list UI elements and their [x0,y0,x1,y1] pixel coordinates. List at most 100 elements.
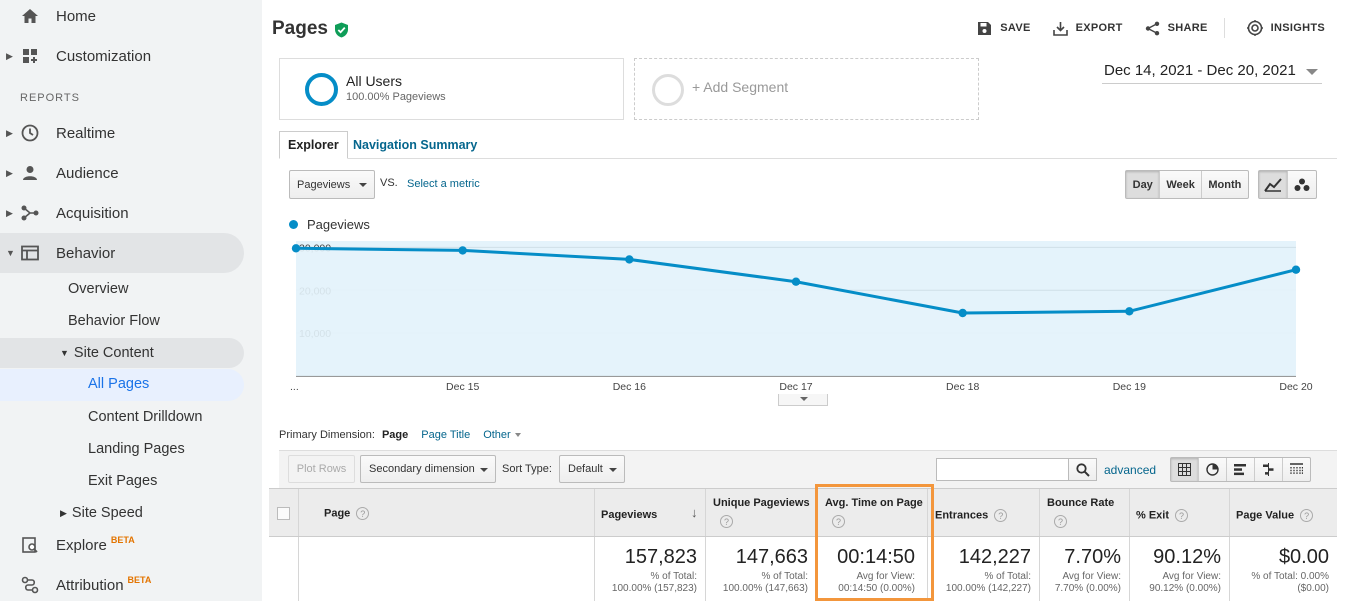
header-page-value-label: Page Value [1236,509,1295,522]
total-page-value: $0.00 [1278,546,1329,568]
help-icon[interactable]: ? [720,515,733,528]
total-avg-time-sub1: Avg for View: [856,571,915,582]
header-unique-pageviews[interactable]: Unique Pageviews [713,497,810,509]
nav-behavior-flow[interactable]: Behavior Flow [68,313,160,329]
header-page-label: Page [324,507,351,520]
total-unique-sub2: 100.00% (147,663) [722,583,808,594]
nav-realtime[interactable]: ▶ Realtime [0,113,262,153]
help-icon[interactable]: ? [356,507,370,520]
metric-select[interactable]: Pageviews [289,170,375,199]
total-bounce-cell: 7.70% Avg for View: 7.70% (0.00%) [1039,537,1129,601]
header-bounce-rate[interactable]: Bounce Rate [1047,497,1115,509]
nav-customization[interactable]: ▶ Customization [0,36,262,76]
header-exit[interactable]: % Exit? [1136,509,1189,522]
sort-desc-arrow-icon: ↓ [691,505,698,520]
motion-chart-button[interactable] [1287,171,1316,198]
total-exit-cell: 90.12% Avg for View: 90.12% (0.00%) [1129,537,1229,601]
dimension-other[interactable]: Other [483,429,521,441]
select-metric-link[interactable]: Select a metric [407,178,480,190]
nav-explore[interactable]: Explore BETA [0,525,262,565]
week-button[interactable]: Week [1159,171,1200,198]
total-bounce-sub1: Avg for View: [1062,571,1121,582]
insights-button[interactable]: INSIGHTS [1246,20,1325,36]
pivot-view-button[interactable] [1282,458,1310,481]
nav-overview[interactable]: Overview [68,281,129,297]
tab-navigation-summary[interactable]: Navigation Summary [353,138,478,152]
save-label: SAVE [1000,22,1031,34]
help-icon[interactable]: ? [1054,515,1067,528]
tab-explorer[interactable]: Explorer [279,131,348,159]
nav-attribution[interactable]: Attribution BETA [0,565,262,601]
export-icon [1052,21,1068,36]
percentage-view-button[interactable] [1198,458,1226,481]
nav-acquisition-label: Acquisition [56,204,129,222]
pageviews-point [1125,307,1134,316]
explore-icon [20,535,40,555]
plot-rows-button[interactable]: Plot Rows [288,455,355,483]
secondary-dimension-select[interactable]: Secondary dimension [360,455,496,483]
header-page-value[interactable]: Page Value? [1236,509,1314,522]
table-totals-row: 157,823 % of Total: 100.00% (157,823) 147… [269,537,1337,601]
pageviews-point [625,255,634,264]
nav-home[interactable]: Home [0,0,262,36]
nav-content-drilldown[interactable]: Content Drilldown [88,409,203,425]
table-search-input[interactable] [936,458,1069,481]
segment-sub: 100.00% Pageviews [346,91,446,103]
caret-right-icon: ▶ [6,50,13,61]
save-button[interactable]: SAVE [977,21,1030,36]
export-button[interactable]: EXPORT [1052,21,1123,36]
nav-audience[interactable]: ▶ Audience [0,153,262,193]
total-avg-time-sub: Avg for View: 00:14:50 (0.00%) [838,571,915,595]
header-entrances[interactable]: Entrances? [935,509,1008,522]
export-label: EXPORT [1075,22,1123,34]
header-pageviews[interactable]: Pageviews [601,509,658,521]
person-icon [20,163,40,183]
total-unique-cell: 147,663 % of Total: 100.00% (147,663) [705,537,816,601]
actions-divider [1223,18,1225,38]
page-title-text: Pages [272,18,328,39]
share-button[interactable]: SHARE [1145,21,1208,36]
day-button[interactable]: Day [1126,171,1160,198]
total-pageviews: 157,823 [624,546,697,568]
segment-ring-icon [305,73,338,106]
line-chart-button[interactable] [1259,171,1288,198]
nav-customization-label: Customization [56,47,152,65]
nav-behavior[interactable]: ▼ Behavior [0,233,244,273]
table-view-toggle [1170,457,1311,482]
dimension-page-title[interactable]: Page Title [421,429,471,441]
total-pageviews-sub: % of Total: 100.00% (157,823) [612,571,697,595]
segment-all-users[interactable]: All Users 100.00% Pageviews [279,58,624,120]
nav-acquisition[interactable]: ▶ Acquisition [0,193,262,233]
sort-type-select[interactable]: Default [559,455,625,483]
help-icon[interactable]: ? [832,515,845,528]
add-segment-button[interactable]: + Add Segment [634,58,979,120]
help-icon[interactable]: ? [1300,509,1314,522]
help-icon[interactable]: ? [994,509,1008,522]
data-view-button[interactable] [1171,458,1198,481]
header-avg-time-on-page[interactable]: Avg. Time on Page [825,497,923,509]
header-page[interactable]: Page? [324,507,370,520]
table-search-button[interactable] [1068,458,1097,481]
nav-home-label: Home [56,7,97,25]
caret-down-icon [1306,69,1318,75]
comparison-view-button[interactable] [1254,458,1282,481]
nav-all-pages[interactable]: All Pages [0,369,244,401]
nav-site-content[interactable]: ▼ Site Content [60,338,154,368]
caret-right-icon: ▶ [6,167,13,178]
caret-down-icon [609,468,617,472]
nav-landing-pages[interactable]: Landing Pages [88,441,185,457]
chart-collapse-handle[interactable] [778,394,828,406]
nav-site-speed[interactable]: ▶ Site Speed [60,498,143,528]
date-range-picker[interactable]: Dec 14, 2021 - Dec 20, 2021 [1102,60,1322,84]
select-all-checkbox[interactable] [277,507,290,520]
performance-view-button[interactable] [1226,458,1254,481]
nav-behavior-label: Behavior [56,244,116,262]
pageviews-point [458,246,467,255]
col-divider [705,537,706,601]
share-label: SHARE [1167,22,1208,34]
help-icon[interactable]: ? [1175,509,1189,522]
nav-exit-pages[interactable]: Exit Pages [88,473,158,489]
advanced-filter-link[interactable]: advanced [1104,463,1157,477]
month-button[interactable]: Month [1200,171,1248,198]
